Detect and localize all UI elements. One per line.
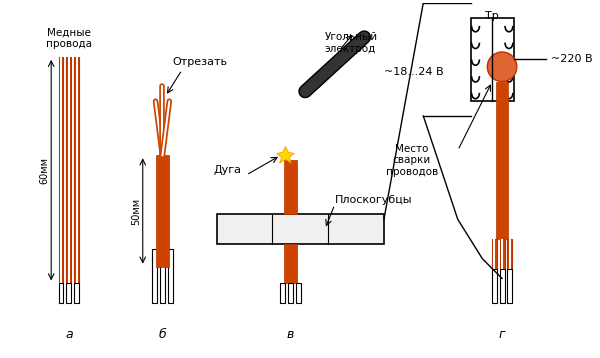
Polygon shape [277,146,295,163]
Text: Место
сварки
проводов: Место сварки проводов [386,144,438,177]
Bar [76,57,77,283]
Bar [59,283,64,303]
Bar [152,249,157,303]
Bar [284,160,298,214]
Bar [152,249,157,268]
Bar [68,57,70,283]
Text: Плоскогубцы: Плоскогубцы [335,195,412,205]
Bar [496,82,508,239]
Bar [74,283,79,303]
Bar [59,57,64,283]
Text: Угольный
электрод: Угольный электрод [325,32,378,54]
Bar [493,239,495,268]
Bar [168,249,173,268]
Bar [161,249,163,268]
Bar [170,249,171,268]
Bar [284,244,298,283]
Text: а: а [65,328,73,341]
Bar [154,249,155,268]
Bar [501,239,503,268]
Bar [508,268,512,303]
Bar [67,283,71,303]
Bar [217,214,384,244]
Bar [288,283,293,303]
Text: 50мм: 50мм [131,197,141,224]
Bar [500,239,505,268]
Text: Медные
провода: Медные провода [46,28,92,49]
Circle shape [487,52,517,82]
Bar [156,155,169,267]
Bar [60,57,62,283]
Bar [470,18,514,101]
Bar [160,249,165,303]
Bar [509,239,511,268]
Bar [508,239,512,268]
Bar [168,249,173,303]
Text: ~18...24 В: ~18...24 В [383,67,443,77]
Text: 60мм: 60мм [39,157,49,184]
Bar [280,283,285,303]
Bar [492,268,497,303]
Bar [500,268,505,303]
Bar [160,249,165,268]
Text: Отрезать: Отрезать [172,57,227,67]
Bar [74,57,79,283]
Text: ~220 В: ~220 В [551,54,593,64]
Text: Тр: Тр [485,11,499,21]
Bar [296,283,301,303]
Bar [67,57,71,283]
Text: Дуга: Дуга [213,165,241,175]
Text: г: г [499,328,505,341]
Text: б: б [158,328,166,341]
Bar [492,239,497,268]
Text: в: в [287,328,294,341]
